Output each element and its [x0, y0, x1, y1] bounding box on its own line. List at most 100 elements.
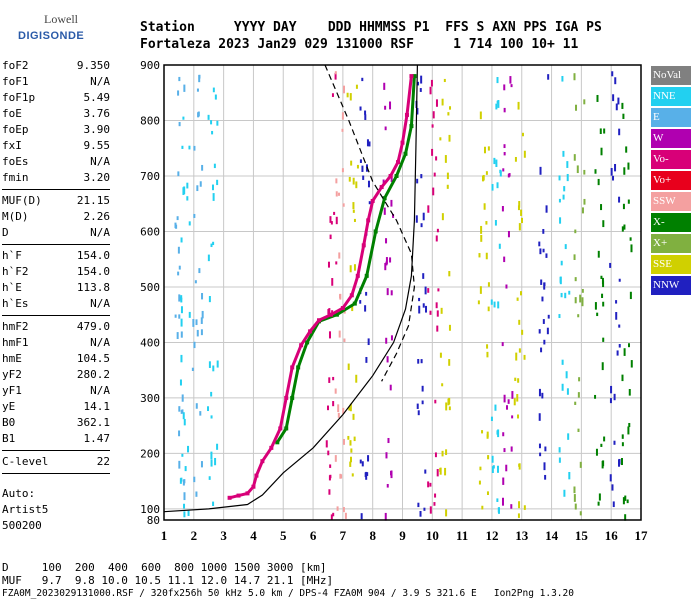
noise-echo	[183, 503, 186, 509]
noise-echo	[599, 128, 602, 135]
noise-echo	[422, 212, 425, 221]
noise-echo	[495, 103, 498, 110]
noise-echo	[342, 438, 345, 445]
noise-echo	[347, 435, 350, 440]
noise-echo	[477, 300, 480, 305]
noise-echo	[355, 84, 358, 89]
noise-echo	[367, 180, 370, 188]
noise-echo	[329, 216, 332, 223]
noise-echo	[609, 474, 612, 482]
param-label: h`F2	[2, 265, 29, 278]
noise-echo	[343, 85, 346, 94]
noise-echo	[503, 448, 506, 453]
noise-echo	[390, 175, 393, 183]
noise-echo	[181, 453, 184, 457]
param-value: N/A	[90, 75, 110, 88]
noise-echo	[439, 137, 442, 141]
noise-echo	[505, 464, 508, 472]
noise-echo	[622, 497, 625, 505]
noise-echo	[416, 403, 419, 409]
noise-echo	[523, 150, 526, 158]
noise-echo	[627, 199, 630, 204]
noise-echo	[448, 406, 451, 411]
noise-echo	[618, 278, 621, 282]
noise-echo	[497, 100, 500, 108]
x-tick-label: 8	[369, 528, 376, 543]
noise-echo	[210, 459, 213, 467]
noise-echo	[583, 99, 586, 105]
x-tick-label: 12	[485, 528, 498, 543]
noise-echo	[521, 132, 524, 137]
noise-echo	[583, 198, 586, 205]
noise-echo	[180, 318, 183, 327]
noise-echo	[174, 314, 177, 318]
param-label: D	[2, 226, 9, 239]
noise-echo	[445, 509, 448, 517]
extraordinary-trace-line	[276, 76, 416, 444]
param-row: yF2 280.2	[2, 367, 110, 383]
noise-echo	[507, 230, 510, 238]
noise-echo	[503, 256, 506, 263]
noise-echo	[178, 406, 181, 412]
noise-echo	[538, 241, 541, 247]
noise-echo	[629, 237, 632, 241]
noise-echo	[444, 467, 447, 476]
noise-echo	[349, 456, 352, 463]
noise-echo	[181, 145, 184, 149]
noise-echo	[183, 492, 186, 501]
noise-echo	[335, 178, 338, 184]
auto-program: Artist5	[2, 503, 49, 516]
noise-echo	[502, 432, 505, 437]
noise-echo	[180, 295, 183, 300]
noise-echo	[182, 412, 185, 420]
noise-echo	[201, 293, 204, 300]
noise-echo	[433, 502, 436, 506]
noise-echo	[602, 460, 605, 467]
param-value: 21.15	[76, 194, 110, 207]
noise-echo	[192, 319, 195, 327]
noise-echo	[487, 306, 490, 312]
param-row: foEs N/A	[2, 154, 110, 170]
noise-echo	[609, 262, 612, 268]
noise-echo	[364, 110, 367, 115]
noise-echo	[177, 246, 180, 254]
noise-echo	[419, 511, 422, 517]
param-row: foE 3.76	[2, 106, 110, 122]
param-value: 9.350	[76, 59, 110, 72]
param-label: B1	[2, 432, 16, 445]
noise-echo	[510, 504, 513, 509]
noise-echo	[365, 291, 368, 296]
noise-echo	[365, 356, 368, 363]
noise-echo	[543, 282, 546, 290]
noise-echo	[195, 319, 198, 326]
noise-echo	[343, 338, 346, 342]
param-value: 113.8	[76, 281, 110, 294]
noise-echo	[541, 296, 544, 302]
noise-echo	[521, 329, 524, 335]
noise-echo	[200, 461, 203, 468]
noise-echo	[622, 113, 625, 119]
noise-echo	[623, 348, 626, 356]
param-row: hmF2 479.0	[2, 319, 110, 335]
noise-echo	[195, 491, 198, 497]
param-row: B1 1.47	[2, 431, 110, 447]
noise-echo	[600, 147, 603, 156]
noise-echo	[497, 301, 500, 309]
param-value: 280.2	[76, 368, 110, 381]
noise-echo	[543, 339, 546, 345]
noise-echo	[328, 489, 331, 495]
param-value: 1.47	[83, 432, 111, 445]
param-separator	[2, 189, 110, 190]
noise-echo	[625, 146, 628, 153]
noise-echo	[441, 213, 444, 221]
param-label: foF1p	[2, 91, 36, 104]
param-row: C-level 22	[2, 454, 110, 470]
noise-echo	[386, 288, 389, 296]
noise-echo	[517, 205, 520, 211]
y-tick-label: 200	[140, 447, 160, 460]
noise-echo	[349, 440, 352, 446]
noise-echo	[360, 513, 363, 520]
noise-echo	[594, 169, 597, 174]
noise-echo	[352, 413, 355, 420]
noise-echo	[615, 103, 618, 111]
